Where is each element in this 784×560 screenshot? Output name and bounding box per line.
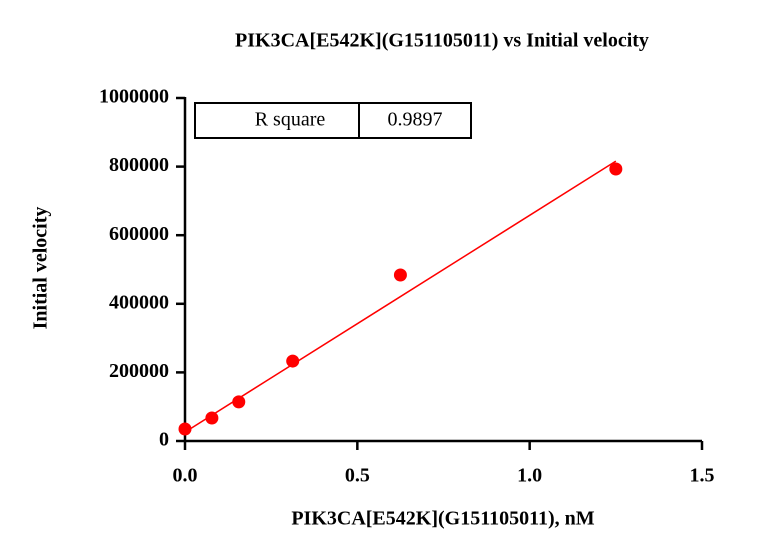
y-tick-label: 200000 — [109, 360, 169, 382]
y-tick-label: 800000 — [109, 154, 169, 176]
data-point — [286, 354, 300, 368]
data-point — [232, 395, 246, 409]
y-axis-label: Initial velocity — [30, 207, 52, 330]
chart-title: PIK3CA[E542K](G151105011) vs Initial vel… — [235, 30, 649, 52]
x-tick-label: 1.0 — [517, 465, 542, 487]
stats-box — [194, 102, 472, 139]
stats-value: 0.9897 — [388, 109, 443, 131]
y-tick-label: 0 — [159, 429, 169, 451]
y-tick-label: 600000 — [109, 223, 169, 245]
data-point — [205, 411, 219, 425]
stats-label: R square — [255, 109, 326, 131]
x-axis-label: PIK3CA[E542K](G151105011), nM — [291, 508, 594, 530]
x-tick-label: 0.0 — [173, 465, 198, 487]
fit-line — [184, 160, 617, 433]
data-point — [609, 162, 623, 176]
x-tick-label: 0.5 — [345, 465, 370, 487]
data-point — [393, 268, 407, 282]
y-tick-label: 400000 — [109, 291, 169, 313]
x-tick-label: 1.5 — [690, 465, 715, 487]
y-tick-label: 1000000 — [99, 86, 169, 108]
data-point — [178, 422, 192, 436]
